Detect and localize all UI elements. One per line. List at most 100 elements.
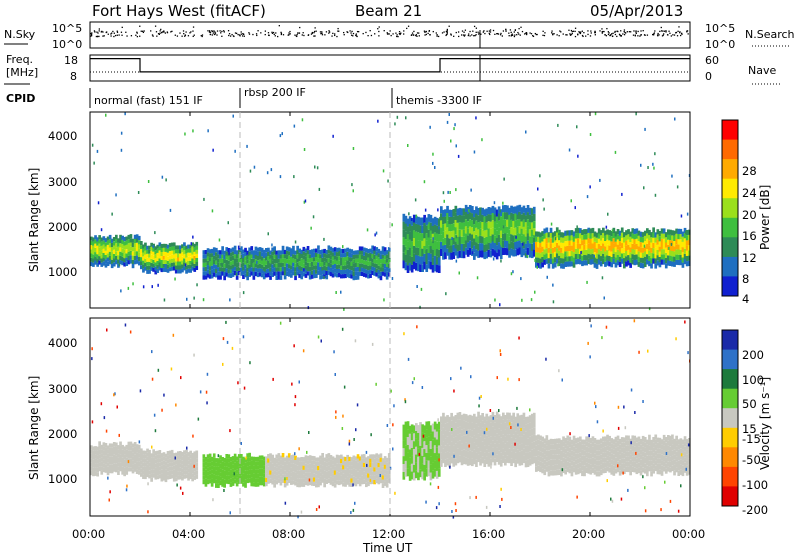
noise-point — [296, 32, 299, 34]
velocity-cell — [267, 462, 270, 467]
power-cell — [440, 227, 443, 235]
velocity-cell — [231, 460, 235, 465]
velocity-scatter-point — [644, 509, 647, 513]
power-cell — [248, 272, 251, 277]
velocity-cell — [404, 460, 408, 469]
velocity-cell — [614, 457, 618, 463]
velocity-cell — [98, 466, 101, 472]
velocity-cell — [681, 455, 685, 461]
power-cell — [262, 275, 266, 280]
power-cell — [283, 275, 287, 280]
velocity-cell — [460, 450, 464, 458]
power-cell — [168, 259, 172, 264]
power-cell — [292, 245, 295, 250]
velocity-scatter-point — [633, 319, 636, 323]
power-cell — [475, 220, 478, 228]
velocity-cell — [137, 449, 141, 454]
power-cell — [551, 242, 555, 248]
velocity-cell — [532, 434, 536, 442]
velocity-cell — [417, 433, 420, 441]
power-cell — [635, 238, 639, 244]
velocity-cell — [564, 453, 567, 459]
noise-point — [619, 35, 622, 37]
velocity-scatter-point — [154, 429, 157, 433]
power-cell — [629, 231, 632, 237]
power-cell — [612, 248, 616, 254]
power-cell — [458, 215, 462, 223]
power-cell — [648, 250, 651, 256]
velocity-cell — [499, 430, 503, 438]
velocity-cell — [140, 472, 143, 477]
power-cell — [240, 250, 243, 255]
velocity-cell — [348, 478, 351, 483]
power-cell — [166, 264, 170, 269]
velocity-cell — [570, 460, 574, 466]
velocity-scatter-point — [237, 381, 239, 385]
velocity-cell — [298, 483, 301, 488]
velocity-cell — [185, 474, 188, 479]
velocity-cell — [587, 468, 591, 474]
power-cell — [673, 246, 676, 252]
power-cell — [677, 239, 681, 245]
velocity-cell — [549, 438, 553, 444]
velocity-cell — [431, 423, 435, 432]
velocity-cell — [271, 458, 274, 464]
velocity-cell — [673, 444, 676, 450]
power-cell — [275, 271, 279, 276]
power-cell — [310, 261, 314, 267]
power-cell — [121, 244, 124, 249]
velocity-cell — [292, 475, 295, 481]
velocity-cell — [179, 463, 182, 468]
power-cell — [616, 244, 620, 250]
velocity-cell — [258, 459, 262, 464]
velocity-scatter-point — [518, 378, 520, 382]
power-cell — [593, 257, 597, 263]
velocity-cell — [269, 474, 272, 479]
velocity-cell — [104, 464, 108, 469]
power-cell — [475, 234, 478, 242]
power-cell — [331, 273, 335, 278]
power-cell — [551, 258, 555, 264]
power-scatter-point — [174, 277, 176, 281]
velocity-cell — [646, 444, 649, 450]
power-cell — [252, 275, 256, 280]
velocity-cell — [315, 483, 318, 488]
velocity-cell — [545, 440, 549, 446]
velocity-cell — [662, 445, 666, 451]
power-cell — [310, 274, 314, 279]
velocity-cell — [618, 454, 622, 460]
velocity-cell — [306, 464, 310, 469]
power-cell — [206, 252, 210, 257]
velocity-cell — [610, 453, 614, 459]
velocity-cell — [593, 459, 597, 465]
velocity-cell — [528, 436, 532, 444]
velocity-cell — [442, 420, 445, 428]
velocity-cell — [660, 460, 664, 466]
velocity-cell — [140, 468, 143, 473]
power-cell — [429, 230, 433, 239]
noise-point — [424, 34, 426, 36]
velocity-cell — [344, 474, 347, 479]
velocity-cell — [497, 457, 501, 465]
velocity-cell — [210, 473, 214, 479]
velocity-cell — [135, 465, 139, 470]
velocity-cbar-swatch — [722, 330, 738, 351]
velocity-cell — [669, 441, 672, 447]
velocity-cell — [549, 465, 553, 471]
power-scatter-point — [127, 286, 130, 290]
velocity-cell — [385, 474, 389, 480]
power-cell — [667, 255, 670, 261]
velocity-cell — [576, 448, 580, 454]
power-cell — [102, 240, 106, 245]
power-cell — [250, 267, 254, 272]
power-cell — [671, 240, 674, 246]
power-scatter-point — [502, 225, 505, 229]
velocity-cell — [302, 461, 306, 466]
power-cell — [254, 246, 258, 251]
velocity-cell — [489, 443, 493, 452]
velocity-cell — [235, 465, 239, 470]
velocity-cell — [217, 479, 220, 484]
velocity-cell — [179, 459, 182, 464]
power-cell — [231, 272, 235, 277]
power-cell — [423, 214, 426, 223]
